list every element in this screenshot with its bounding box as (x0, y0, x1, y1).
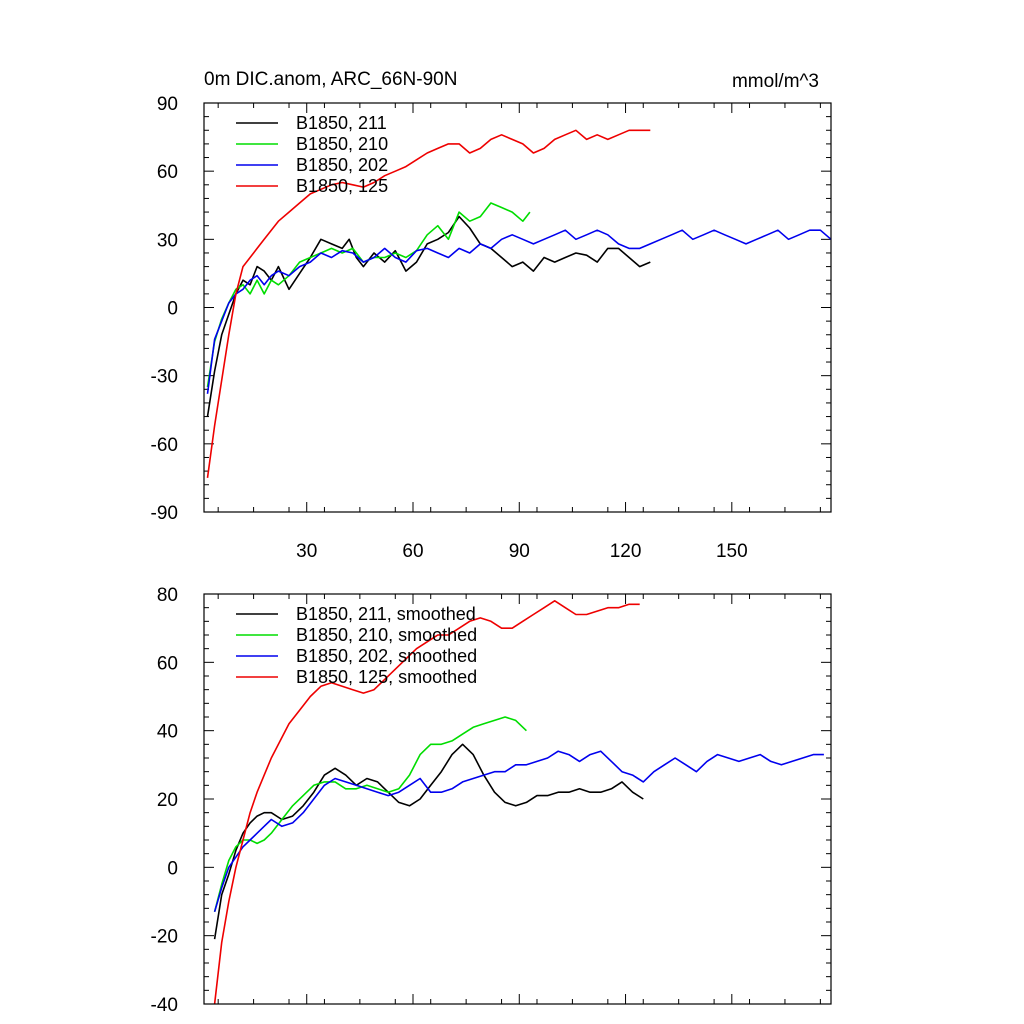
top-series-line-3 (206, 129, 651, 479)
top-y-tick-label: 60 (157, 162, 178, 183)
bottom-plot-frame (203, 593, 832, 1005)
top-series-line-1 (206, 202, 531, 388)
top-y-tick-label: 90 (157, 94, 178, 115)
bottom-legend-label: B1850, 125, smoothed (296, 667, 477, 687)
plot-title: 0m DIC.anom, ARC_66N-90N (204, 69, 457, 90)
top-axes: -90 -60 -30 0 30 60 90 30 60 90 120 150 (151, 94, 831, 562)
top-x-tick-label: 120 (610, 541, 642, 562)
top-legend-label: B1850, 202 (296, 155, 388, 175)
units-label: mmol/m^3 (732, 71, 819, 92)
top-plot: 0m DIC.anom, ARC_66N-90N mmol/m^3 -90 -60… (151, 69, 832, 562)
top-y-tick-label: -60 (151, 435, 178, 456)
bottom-legend-label: B1850, 210, smoothed (296, 625, 477, 645)
top-legend-label: B1850, 210 (296, 134, 388, 154)
top-series-line-2 (206, 229, 832, 394)
bottom-series-line-3 (213, 599, 640, 1005)
bottom-y-tick-label: 0 (167, 858, 178, 879)
top-y-tick-label: 0 (167, 299, 178, 320)
top-y-tick-label: 30 (157, 230, 178, 251)
top-x-tick-label: 30 (296, 541, 317, 562)
bottom-series-group (213, 599, 824, 1005)
bottom-y-tick-label: 60 (157, 653, 178, 674)
top-series-group (206, 129, 832, 479)
bottom-y-tick-label: 20 (157, 790, 178, 811)
bottom-series-line-1 (213, 716, 527, 913)
bottom-axes: -40 -20 0 20 40 60 80 (151, 585, 831, 1016)
top-y-tick-label: -90 (151, 503, 178, 524)
bottom-y-tick-label: -40 (151, 995, 178, 1016)
top-legend-label: B1850, 125 (296, 176, 388, 196)
top-x-tick-label: 60 (402, 541, 423, 562)
bottom-legend-label: B1850, 211, smoothed (296, 604, 476, 624)
top-x-tick-label: 90 (509, 541, 530, 562)
bottom-series-line-2 (213, 750, 824, 913)
bottom-y-tick-label: -20 (151, 927, 178, 948)
bottom-y-tick-label: 40 (157, 722, 178, 743)
top-series-line-0 (206, 215, 651, 417)
bottom-legend-label: B1850, 202, smoothed (296, 646, 477, 666)
bottom-y-tick-label: 80 (157, 585, 178, 606)
top-plot-frame (203, 102, 832, 513)
top-y-tick-label: -30 (151, 367, 178, 388)
bottom-series-line-0 (213, 743, 644, 940)
top-x-tick-label: 150 (716, 541, 748, 562)
top-legend-label: B1850, 211 (296, 113, 387, 133)
